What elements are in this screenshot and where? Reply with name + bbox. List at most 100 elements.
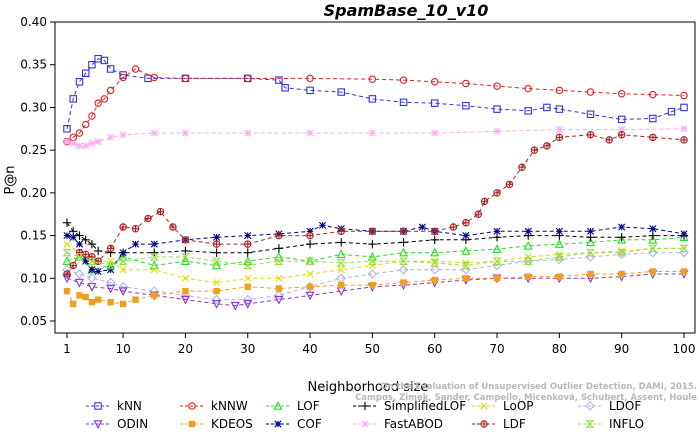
data-point	[367, 251, 377, 261]
data-point	[649, 114, 657, 123]
data-point	[212, 233, 221, 241]
data-point	[461, 245, 471, 255]
data-point	[306, 270, 314, 278]
data-point	[105, 277, 116, 288]
data-point	[87, 239, 97, 249]
series-line	[66, 247, 684, 267]
x-tick-label: 90	[614, 342, 629, 356]
credit-line-1: Campos, Zimek, Sander, Campello, Micenko…	[355, 393, 697, 403]
data-point	[244, 231, 252, 240]
data-point	[243, 300, 253, 309]
data-point	[106, 244, 115, 253]
data-point	[586, 227, 595, 235]
data-point	[63, 125, 71, 133]
data-point	[555, 105, 564, 113]
data-point	[518, 163, 526, 171]
data-point	[75, 78, 84, 86]
data-point	[462, 219, 470, 227]
legend-label: SimplifiedLOF	[384, 399, 466, 413]
data-point	[336, 259, 346, 267]
data-point	[63, 138, 71, 146]
data-point	[275, 76, 283, 84]
data-point	[680, 103, 688, 112]
data-point	[430, 259, 440, 267]
data-point	[530, 146, 539, 154]
data-point	[131, 65, 140, 73]
data-point	[524, 107, 532, 115]
legend-marker	[585, 420, 595, 428]
data-point	[281, 84, 289, 92]
data-point	[212, 300, 222, 309]
data-point	[156, 207, 165, 216]
legend-marker	[480, 420, 488, 428]
plot-frame	[54, 21, 696, 334]
data-point	[88, 266, 96, 274]
data-point	[275, 274, 283, 282]
y-tick-label: 0.30	[20, 100, 47, 114]
data-point	[524, 273, 532, 280]
data-point	[274, 290, 284, 301]
data-point	[431, 129, 439, 137]
data-point	[82, 293, 89, 301]
data-point	[648, 231, 658, 240]
data-point	[462, 101, 470, 110]
data-point	[648, 234, 658, 244]
legend-item: LDOF	[578, 399, 641, 413]
data-point	[62, 218, 72, 227]
data-point	[180, 253, 190, 261]
data-point	[274, 244, 284, 253]
data-point	[368, 75, 377, 83]
data-point	[212, 257, 222, 265]
data-point	[305, 257, 315, 265]
data-point	[180, 256, 190, 265]
data-point	[63, 231, 71, 240]
legend-label: COF	[297, 417, 322, 431]
data-point	[398, 264, 409, 275]
data-point	[617, 248, 627, 257]
data-point	[75, 231, 84, 240]
data-point	[461, 261, 471, 270]
legend-item: FastABOD	[353, 417, 443, 431]
legend-item: LoOP	[472, 399, 534, 413]
x-tick-label: 20	[178, 342, 193, 356]
data-point	[418, 223, 426, 231]
data-point	[462, 231, 470, 240]
data-point	[106, 261, 116, 270]
data-point	[213, 287, 220, 295]
data-point	[69, 233, 77, 241]
data-point	[149, 253, 159, 261]
data-point	[543, 103, 551, 112]
y-axis-label: P@n	[3, 165, 18, 194]
data-point	[149, 260, 159, 270]
data-point	[337, 266, 345, 274]
data-point	[131, 224, 140, 233]
legend-item: LDF	[472, 417, 526, 431]
legend-item: ODIN	[86, 417, 148, 431]
data-point	[69, 139, 77, 147]
data-point	[586, 88, 595, 96]
legend-marker	[360, 401, 370, 411]
data-point	[524, 227, 532, 235]
data-point	[243, 261, 253, 270]
data-point	[81, 120, 90, 129]
data-point	[212, 260, 222, 270]
data-point	[617, 233, 626, 242]
x-tick-label: 100	[673, 342, 696, 356]
x-tick-label: 40	[302, 342, 317, 356]
data-point	[75, 142, 84, 150]
data-point	[555, 126, 563, 134]
data-point	[212, 240, 221, 248]
series-line	[66, 58, 685, 129]
x-tick-label: 80	[552, 342, 567, 356]
data-point	[617, 90, 626, 98]
data-point	[449, 223, 458, 231]
data-point	[399, 238, 408, 247]
data-point	[87, 273, 97, 284]
series-kdeos	[63, 268, 688, 308]
data-point	[88, 299, 96, 306]
data-point	[493, 105, 501, 113]
data-point	[243, 256, 253, 265]
y-tick-label: 0.15	[20, 229, 47, 243]
data-point	[617, 234, 627, 244]
data-point	[151, 292, 158, 299]
